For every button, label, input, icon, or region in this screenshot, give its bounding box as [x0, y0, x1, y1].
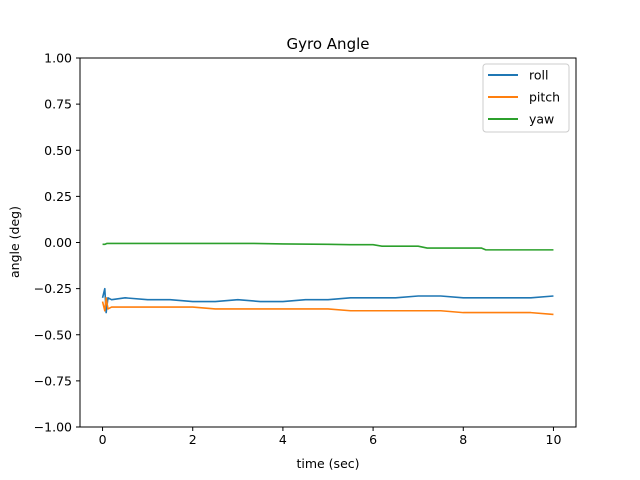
legend-label-pitch: pitch	[529, 90, 560, 105]
legend: roll pitch yaw	[482, 63, 570, 133]
y-tick-label: −0.50	[34, 327, 72, 342]
legend-label-yaw: yaw	[529, 112, 554, 127]
y-tick-label: 0.25	[44, 189, 72, 204]
x-tick-label: 2	[189, 432, 197, 447]
series-layer	[101, 242, 554, 316]
x-tick-label: 6	[369, 432, 377, 447]
x-tick-label: 8	[459, 432, 467, 447]
y-tick-label: −1.00	[34, 420, 72, 435]
x-axis-ticks: 0 2 4 6 8 10	[99, 427, 562, 447]
x-tick-label: 10	[546, 432, 562, 447]
x-tick-label: 0	[99, 432, 107, 447]
y-axis-label: angle (deg)	[7, 206, 22, 278]
y-tick-label: 1.00	[44, 51, 72, 66]
series-line-yaw	[102, 242, 554, 251]
chart-title: Gyro Angle	[287, 35, 370, 53]
y-tick-label: −0.75	[34, 373, 72, 388]
x-axis-label: time (sec)	[296, 456, 359, 471]
y-tick-label: 0.00	[44, 235, 72, 250]
y-tick-label: 0.50	[44, 143, 72, 158]
series-line-roll	[101, 287, 554, 314]
x-tick-label: 4	[279, 432, 287, 447]
y-axis-ticks: −1.00 −0.75 −0.50 −0.25 0.00 0.25 0.50 0.75 1.00	[34, 51, 80, 435]
y-tick-label: 0.75	[44, 97, 72, 112]
series-line-pitch	[101, 297, 554, 316]
legend-box	[482, 63, 570, 133]
y-tick-label: −0.25	[34, 281, 72, 296]
legend-label-roll: roll	[529, 68, 548, 83]
